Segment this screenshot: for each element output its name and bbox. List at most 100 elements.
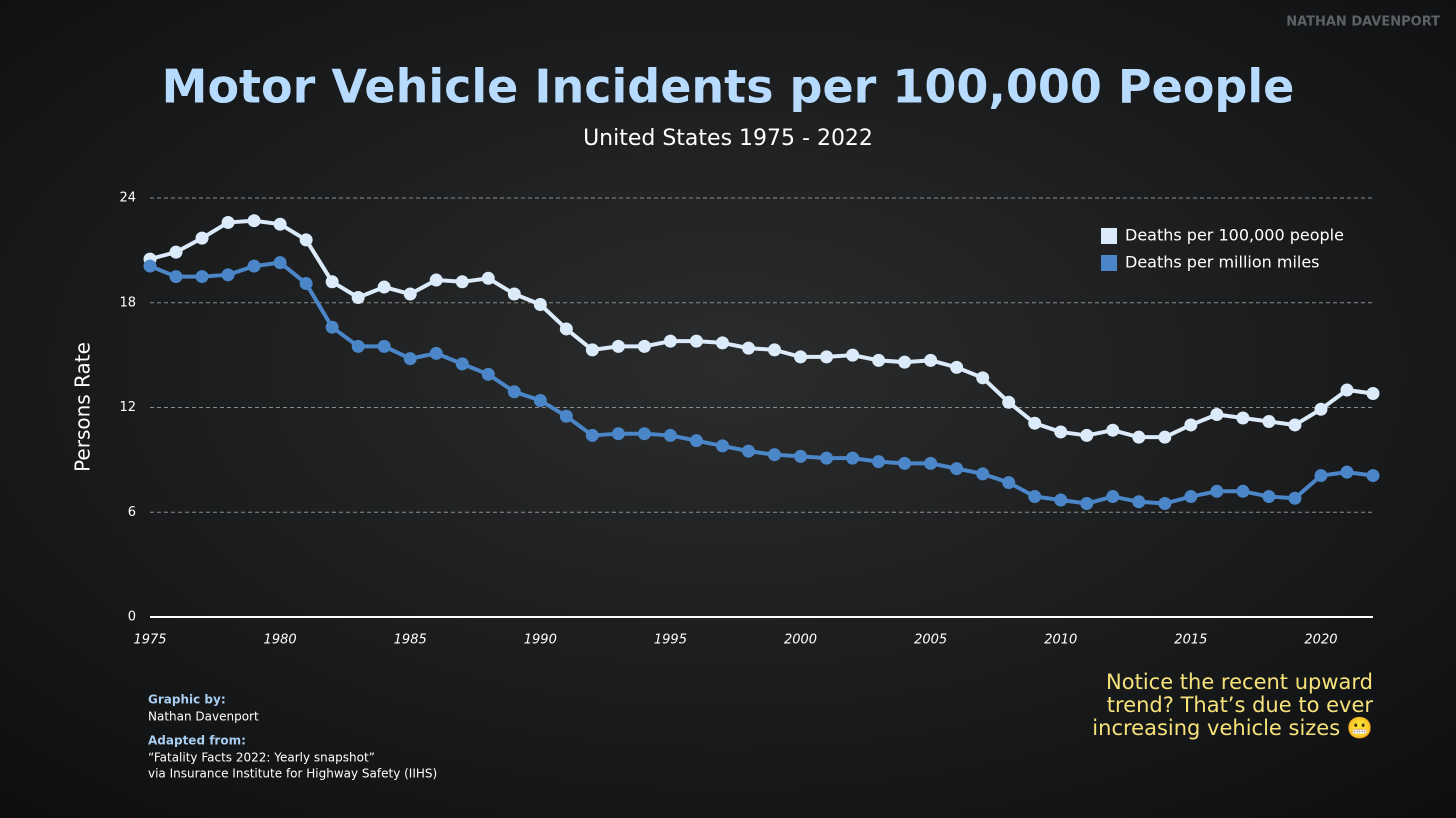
data-point (247, 259, 261, 273)
data-point (1366, 387, 1380, 401)
data-point (1340, 465, 1354, 479)
data-point (1132, 495, 1146, 509)
x-tick-label: 2020 (1304, 633, 1337, 648)
x-tick-label: 1990 (524, 633, 557, 648)
data-point (429, 273, 443, 287)
data-point (455, 357, 469, 371)
data-point (559, 322, 573, 336)
data-point (377, 280, 391, 294)
data-point (950, 462, 964, 476)
data-point (1106, 423, 1120, 437)
data-point (533, 297, 547, 311)
data-point (507, 287, 521, 301)
legend-swatch (1101, 228, 1117, 244)
data-point (689, 334, 703, 348)
data-point (351, 339, 365, 353)
y-tick-label: 0 (128, 610, 136, 625)
data-point (1236, 484, 1250, 498)
chart-subtitle: United States 1975 - 2022 (583, 126, 873, 151)
credit-heading: Graphic by: (148, 693, 226, 707)
data-point (455, 275, 469, 289)
y-tick-label: 12 (119, 400, 136, 415)
data-point (507, 385, 521, 399)
chart-title: Motor Vehicle Incidents per 100,000 Peop… (162, 60, 1295, 114)
data-point (1184, 418, 1198, 432)
data-point (403, 287, 417, 301)
data-point (663, 428, 677, 442)
data-point (143, 259, 157, 273)
data-point (741, 341, 755, 355)
data-point (429, 346, 443, 360)
data-point (325, 320, 339, 334)
data-point (299, 233, 313, 247)
data-point (637, 339, 651, 353)
y-axis-label: Persons Rate (71, 342, 95, 472)
data-point (377, 339, 391, 353)
data-point (1002, 476, 1016, 490)
data-point (299, 277, 313, 291)
data-point (195, 231, 209, 245)
data-point (1262, 414, 1276, 428)
data-point (169, 245, 183, 259)
y-tick-label: 6 (128, 505, 136, 520)
data-point (1314, 402, 1328, 416)
data-point (1314, 469, 1328, 483)
data-point (1080, 497, 1094, 511)
data-point (1080, 428, 1094, 442)
data-point (1236, 411, 1250, 425)
data-point (1002, 395, 1016, 409)
data-point (481, 367, 495, 381)
data-point (1210, 407, 1224, 421)
annotation: trend? That’s due to ever (1107, 693, 1374, 717)
data-point (585, 343, 599, 357)
annotation: Notice the recent upward (1106, 670, 1373, 694)
credit-heading: Adapted from: (148, 734, 246, 748)
data-point (221, 215, 235, 229)
data-point (585, 428, 599, 442)
data-point (481, 271, 495, 285)
data-point (195, 270, 209, 284)
x-tick-label: 1985 (394, 633, 427, 648)
data-point (898, 456, 912, 470)
data-point (1366, 469, 1380, 483)
data-point (611, 339, 625, 353)
credit-text: via Insurance Institute for Highway Safe… (148, 767, 437, 781)
data-point (1106, 490, 1120, 504)
data-point (846, 348, 860, 362)
data-point (715, 439, 729, 453)
x-tick-label: 1980 (264, 633, 297, 648)
data-point (325, 275, 339, 289)
x-tick-label: 2000 (784, 633, 817, 648)
data-point (1054, 493, 1068, 507)
data-point (768, 448, 782, 462)
data-point (637, 427, 651, 441)
data-point (1132, 430, 1146, 444)
data-point (1028, 416, 1042, 430)
data-point (1340, 383, 1354, 397)
x-tick-label: 2005 (914, 633, 947, 648)
data-point (1262, 490, 1276, 504)
data-point (924, 456, 938, 470)
watermark: NATHAN DAVENPORT (1286, 15, 1440, 30)
data-point (976, 371, 990, 385)
data-point (559, 409, 573, 423)
data-point (846, 451, 860, 465)
data-point (768, 343, 782, 357)
data-point (1054, 425, 1068, 439)
data-point (663, 334, 677, 348)
data-point (533, 394, 547, 408)
data-point (794, 350, 808, 364)
data-point (351, 291, 365, 305)
x-tick-label: 2015 (1174, 633, 1207, 648)
data-point (1288, 418, 1302, 432)
data-point (273, 256, 287, 270)
y-tick-label: 18 (119, 295, 136, 310)
data-point (221, 268, 235, 282)
data-point (1210, 484, 1224, 498)
data-point (1184, 490, 1198, 504)
data-point (689, 434, 703, 448)
legend-swatch (1101, 255, 1117, 271)
